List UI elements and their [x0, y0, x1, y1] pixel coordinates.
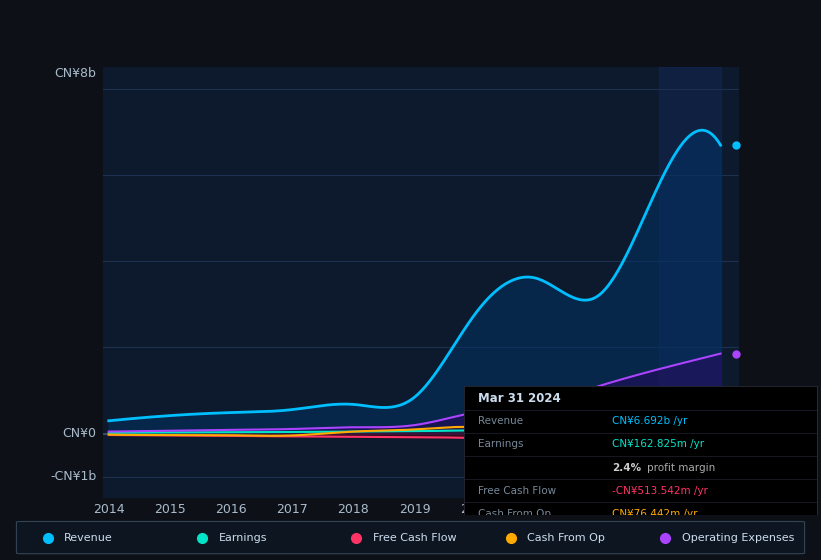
Text: Operating Expenses: Operating Expenses — [478, 532, 583, 542]
Text: Operating Expenses: Operating Expenses — [681, 533, 794, 543]
Point — [729, 422, 742, 431]
Text: Revenue: Revenue — [478, 416, 523, 426]
Point — [729, 141, 742, 150]
Text: Cash From Op: Cash From Op — [478, 509, 551, 519]
Text: Earnings: Earnings — [478, 440, 524, 449]
Text: Cash From Op: Cash From Op — [527, 533, 605, 543]
Text: profit margin: profit margin — [648, 463, 716, 473]
Text: CN¥8b: CN¥8b — [54, 67, 96, 80]
Text: -CN¥513.542m /yr: -CN¥513.542m /yr — [612, 486, 708, 496]
FancyBboxPatch shape — [16, 521, 805, 554]
Text: Mar 31 2024: Mar 31 2024 — [478, 391, 561, 404]
Text: Free Cash Flow: Free Cash Flow — [373, 533, 456, 543]
Text: CN¥76.442m /yr: CN¥76.442m /yr — [612, 509, 698, 519]
Bar — [659, 67, 721, 498]
Point — [729, 426, 742, 435]
Text: CN¥1.858b /yr: CN¥1.858b /yr — [612, 532, 687, 542]
Text: CN¥0: CN¥0 — [62, 427, 96, 440]
Point — [729, 451, 742, 460]
Text: CN¥6.692b /yr: CN¥6.692b /yr — [612, 416, 687, 426]
Text: Revenue: Revenue — [64, 533, 113, 543]
Text: -CN¥1b: -CN¥1b — [50, 470, 96, 483]
Text: Earnings: Earnings — [218, 533, 267, 543]
Text: CN¥162.825m /yr: CN¥162.825m /yr — [612, 440, 704, 449]
Text: Free Cash Flow: Free Cash Flow — [478, 486, 556, 496]
Point — [729, 349, 742, 358]
Text: 2.4%: 2.4% — [612, 463, 641, 473]
